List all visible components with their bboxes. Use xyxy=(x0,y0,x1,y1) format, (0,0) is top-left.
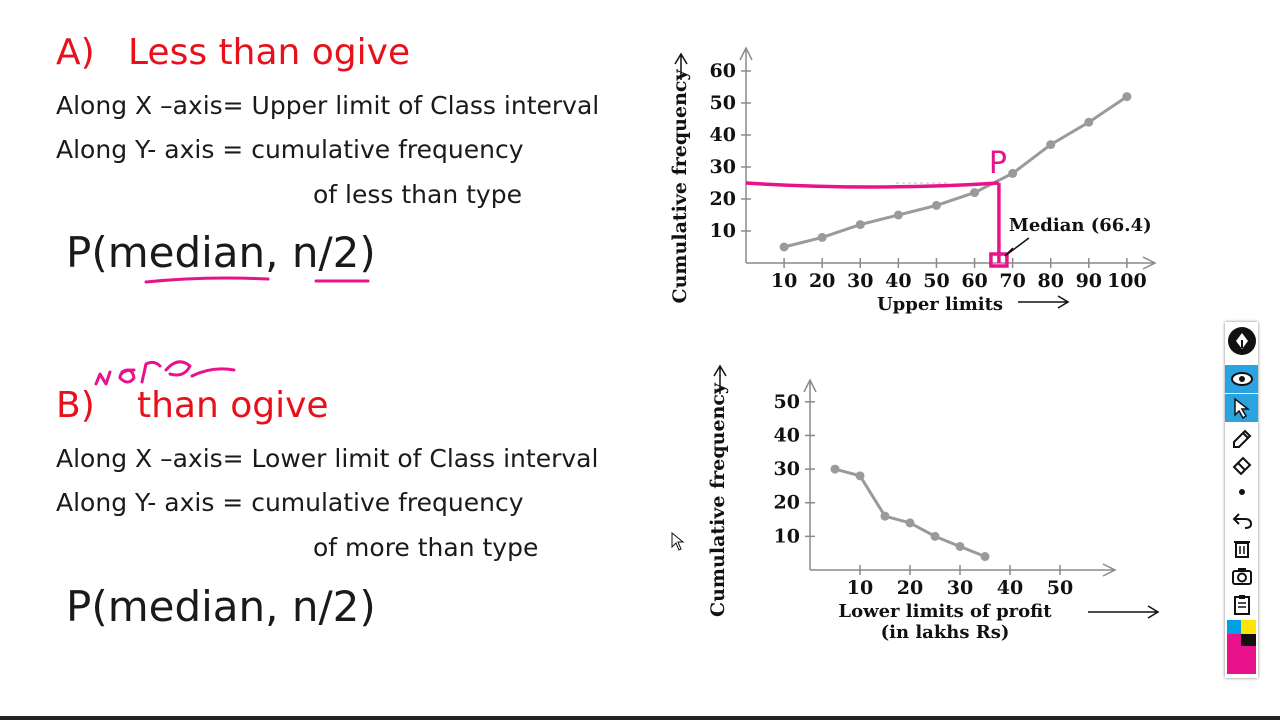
trash-icon[interactable] xyxy=(1225,534,1258,562)
pen-logo-icon[interactable] xyxy=(1225,327,1258,355)
x-tick-label: 90 xyxy=(1076,270,1102,292)
data-point xyxy=(1122,92,1132,102)
section-a-formula: P(median, n/2) xyxy=(66,228,376,277)
x-tick-label: 10 xyxy=(847,577,873,599)
y-axis-arrow xyxy=(739,46,753,61)
x-axis-label: Upper limits xyxy=(877,294,1003,315)
data-point xyxy=(830,464,840,474)
x-tick-label: 80 xyxy=(1038,270,1064,292)
x-tick-label: 30 xyxy=(847,270,873,292)
x-tick-label: 60 xyxy=(961,270,987,292)
x-tick-label: 30 xyxy=(947,577,973,599)
y-tick-label: 10 xyxy=(774,525,800,547)
bottom-edge xyxy=(0,716,1280,720)
y-tick-label: 40 xyxy=(774,424,800,446)
pen-icon[interactable] xyxy=(1225,423,1258,451)
data-point xyxy=(970,188,980,198)
x-tick-label: 20 xyxy=(809,270,835,292)
data-point xyxy=(893,210,903,220)
y-axis-label: Cumulative frequency xyxy=(669,69,691,304)
data-point xyxy=(1084,117,1094,127)
y-tick-label: 10 xyxy=(710,220,736,242)
y-tick-label: 20 xyxy=(710,188,736,210)
section-b-title: than ogive xyxy=(137,385,329,426)
x-tick-label: 40 xyxy=(997,577,1023,599)
y-label-arrow xyxy=(674,52,688,80)
x-tick-label: 100 xyxy=(1107,270,1147,292)
y-axis-arrow xyxy=(803,378,817,393)
camera-icon[interactable] xyxy=(1225,562,1258,590)
pointer-icon[interactable] xyxy=(1225,394,1258,422)
data-point xyxy=(930,531,940,541)
section-b-y-axis-type: of more than type xyxy=(313,533,539,562)
y-tick-label: 50 xyxy=(710,92,736,114)
y-label-arrow xyxy=(713,364,727,394)
x-tick-label: 10 xyxy=(771,270,797,292)
section-b-y-axis-rule: Along Y- axis = cumulative frequency xyxy=(56,488,524,517)
data-point xyxy=(817,232,827,242)
ink-n-half-line xyxy=(745,181,1000,189)
section-b-letter: B) xyxy=(56,385,95,426)
section-a-title: Less than ogive xyxy=(128,32,411,73)
y-tick-label: 60 xyxy=(710,60,736,82)
x-tick-label: 20 xyxy=(897,577,923,599)
ink-point-label: P xyxy=(989,146,1007,181)
data-point xyxy=(880,511,890,521)
data-point xyxy=(905,518,915,528)
dot-icon[interactable] xyxy=(1225,478,1258,506)
section-a-y-axis-rule: Along Y- axis = cumulative frequency xyxy=(56,135,524,164)
mouse-cursor-icon xyxy=(671,532,685,551)
ink-word-more xyxy=(94,360,236,386)
data-point xyxy=(1008,168,1018,178)
section-a-x-axis-rule: Along X –axis= Upper limit of Class inte… xyxy=(56,91,600,120)
x-axis-label-line1: Lower limits of profit xyxy=(838,601,1052,622)
y-tick-label: 50 xyxy=(774,391,800,413)
series-line xyxy=(783,95,1128,249)
data-point xyxy=(855,471,865,481)
handwritten-more-text: more xyxy=(0,0,1,1)
data-point xyxy=(980,552,990,562)
less-than-ogive-chart: 10 20 30 40 50 60 10 20 30 40 50 60 70 80 90 100 P Cumu… xyxy=(669,46,1157,315)
eye-icon[interactable] xyxy=(1225,365,1258,393)
x-axis-label-line2: (in lakhs Rs) xyxy=(881,622,1010,643)
median-pointer-arrow xyxy=(1004,237,1030,257)
undo-icon[interactable] xyxy=(1225,506,1258,534)
annotation-toolbar xyxy=(1225,322,1258,678)
section-b-x-axis-rule: Along X –axis= Lower limit of Class inte… xyxy=(56,444,599,473)
more-than-ogive-chart: 10 20 30 40 50 10 20 30 40 50 Cumulative frequenc… xyxy=(707,364,1160,643)
y-tick-label: 30 xyxy=(774,458,800,480)
ink-median-marker xyxy=(989,252,1009,268)
x-axis-arrow xyxy=(1102,563,1117,577)
x-tick-label: 70 xyxy=(999,270,1025,292)
x-tick-label: 50 xyxy=(923,270,949,292)
color-palette-icon[interactable] xyxy=(1227,620,1256,674)
data-point xyxy=(931,200,941,210)
x-tick-label: 50 xyxy=(1047,577,1073,599)
ink-underline-median xyxy=(144,276,270,284)
section-a-letter: A) xyxy=(56,32,95,73)
x-label-arrow xyxy=(1018,295,1070,309)
y-axis-label: Cumulative frequency xyxy=(707,382,729,617)
median-label: Median (66.4) xyxy=(1009,215,1152,236)
x-axis-arrow xyxy=(1142,256,1157,270)
section-b-formula: P(median, n/2) xyxy=(66,582,376,631)
data-point xyxy=(855,220,865,230)
data-point xyxy=(955,541,965,551)
x-tick-label: 40 xyxy=(885,270,911,292)
x-label-arrow xyxy=(1088,605,1160,619)
clipboard-icon[interactable] xyxy=(1225,590,1258,618)
y-tick-label: 40 xyxy=(710,124,736,146)
data-point xyxy=(1046,140,1056,150)
y-tick-label: 20 xyxy=(774,492,800,514)
eraser-icon[interactable] xyxy=(1225,450,1258,478)
section-a-y-axis-type: of less than type xyxy=(313,180,522,209)
data-point xyxy=(779,242,789,252)
y-tick-label: 30 xyxy=(710,156,736,178)
